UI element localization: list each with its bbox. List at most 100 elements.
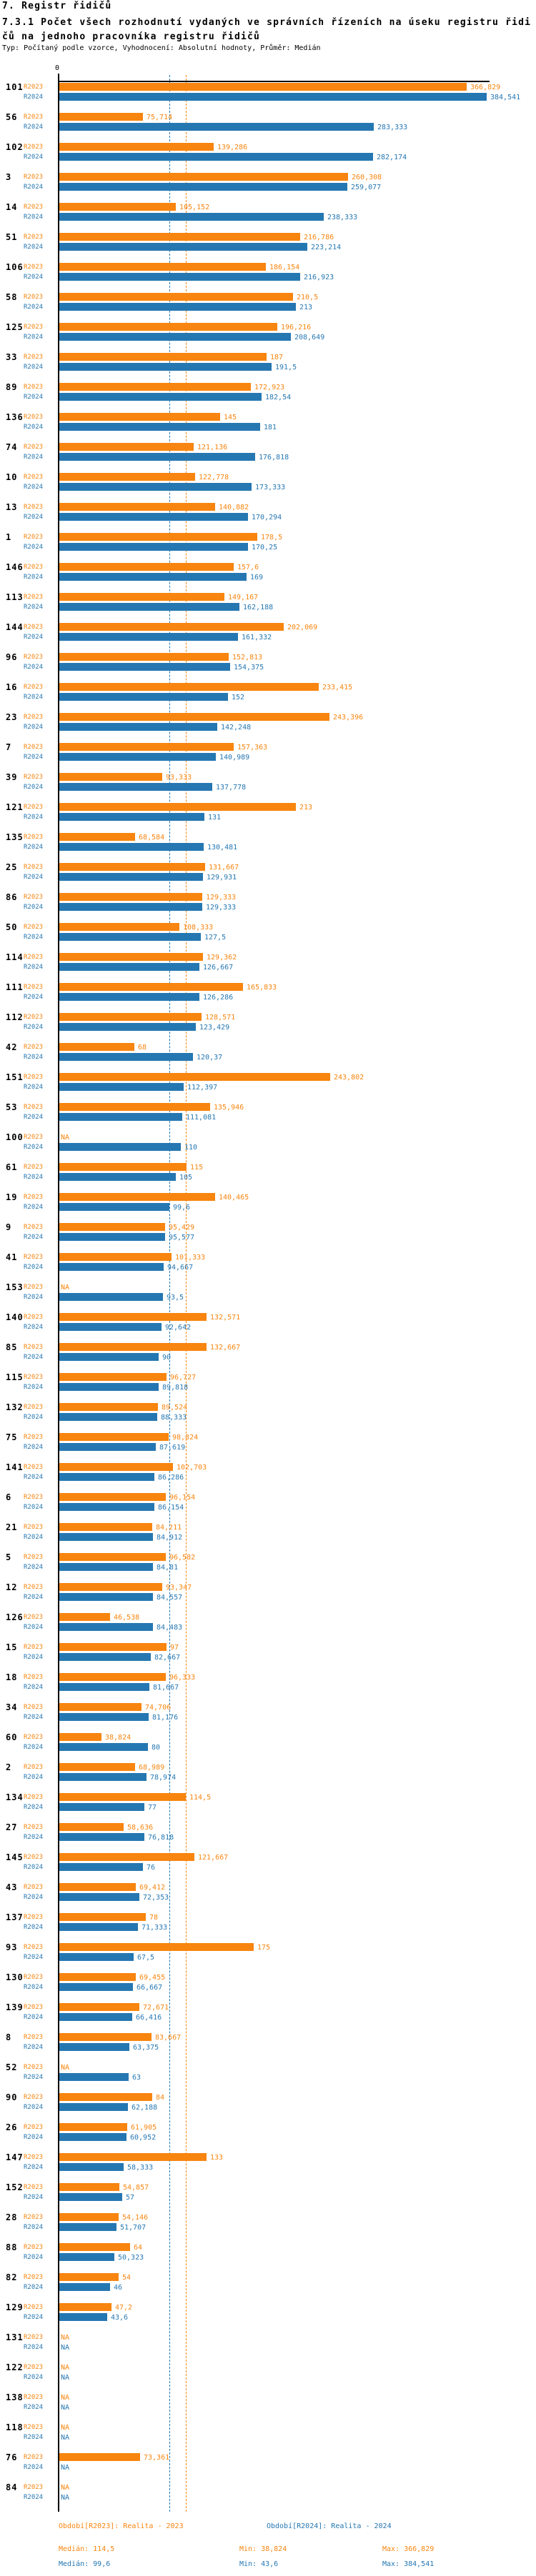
bar-r2024	[59, 1143, 181, 1151]
value-label: 96,727	[170, 1374, 197, 1382]
series-label-r2024: R2024	[24, 1654, 44, 1661]
group-id-label: 135	[6, 832, 24, 842]
bar-r2023	[59, 1613, 110, 1621]
series-label-r2023: R2023	[24, 414, 44, 421]
value-label: 129,362	[207, 954, 237, 962]
bar-row: R2024 87,619	[0, 1442, 536, 1452]
series-label-r2023: R2023	[24, 1554, 44, 1561]
value-label: 161,332	[242, 634, 272, 641]
value-label: 282,174	[377, 154, 407, 161]
series-label-r2024: R2024	[24, 2404, 44, 2411]
series-label-r2023: R2023	[24, 774, 44, 781]
series-label-r2024: R2024	[24, 2314, 44, 2321]
bar-row: R2023 157,363	[0, 742, 536, 752]
series-label-r2024: R2024	[24, 1414, 44, 1421]
series-label-r2023: R2023	[24, 234, 44, 241]
bar-group: 102 R2023 139,286 R2024 282,174	[0, 141, 536, 171]
group-id-label: 86	[6, 892, 18, 902]
bar-r2024	[59, 363, 272, 371]
bar-r2023	[59, 113, 143, 121]
bar-r2023	[59, 233, 300, 241]
bar-row: R2024 154,375	[0, 662, 536, 672]
bar-row: R2023 114,5	[0, 1792, 536, 1802]
bar-row: R2023 84	[0, 2092, 536, 2102]
bar-row: R2024 173,333	[0, 482, 536, 492]
group-id-label: 130	[6, 1972, 24, 1982]
series-label-r2023: R2023	[24, 1374, 44, 1381]
series-label-r2024: R2024	[24, 514, 44, 521]
series-label-r2024: R2024	[24, 1504, 44, 1511]
bar-group: 141 R2023 102,703 R2024 86,286	[0, 1462, 536, 1492]
na-label: NA	[61, 2334, 70, 2342]
bar-r2024	[59, 2103, 128, 2111]
bar-group: 7 R2023 157,363 R2024 140,989	[0, 742, 536, 772]
chart-rows: 101 R2023 366,829 R2024 384,541 56 R2023 75,714…	[0, 81, 536, 2512]
bar-r2024	[59, 753, 216, 761]
series-label-r2024: R2024	[24, 2284, 44, 2291]
series-label-r2024: R2024	[24, 94, 44, 101]
bar-row: R2023 243,396	[0, 712, 536, 722]
series-label-r2023: R2023	[24, 324, 44, 331]
bar-group: 25 R2023 131,667 R2024 129,931	[0, 862, 536, 892]
series-label-r2024: R2024	[24, 1324, 44, 1331]
group-id-label: 106	[6, 262, 24, 272]
value-label: 152,813	[232, 654, 263, 662]
bar-row: R2024 216,923	[0, 272, 536, 282]
bar-group: 135 R2023 68,584 R2024 130,481	[0, 832, 536, 862]
bar-row: R2024 51,707	[0, 2222, 536, 2232]
value-label: 243,802	[334, 1074, 364, 1082]
value-label: 89,524	[162, 1404, 188, 1412]
value-label: 81,176	[152, 1714, 179, 1722]
bar-row: R2023 75,714	[0, 112, 536, 122]
bar-group: 136 R2023 145 R2024 181	[0, 411, 536, 441]
value-label: 77	[148, 1804, 157, 1812]
group-id-label: 146	[6, 562, 24, 572]
bar-group: 74 R2023 121,136 R2024 176,818	[0, 441, 536, 471]
bar-r2024	[59, 213, 324, 221]
series-label-r2024: R2024	[24, 2074, 44, 2081]
value-label: 121,136	[197, 444, 228, 451]
bar-group: 50 R2023 108,333 R2024 127,5	[0, 922, 536, 952]
bar-row: R2023 74,706	[0, 1702, 536, 1712]
group-id-label: 14	[6, 202, 18, 212]
value-label: 140,882	[219, 504, 249, 511]
bar-group: 56 R2023 75,714 R2024 283,333	[0, 111, 536, 141]
bar-r2024	[59, 1473, 154, 1481]
bar-r2024	[59, 2073, 129, 2081]
value-label: 101,333	[175, 1254, 206, 1262]
group-id-label: 33	[6, 352, 18, 362]
bar-row: R2023 68,584	[0, 832, 536, 842]
bar-row: R2023 96,727	[0, 1372, 536, 1382]
bar-row: R2024 93,5	[0, 1292, 536, 1302]
legend-median-2024: Medián: 99,6	[59, 2560, 111, 2568]
bar-row: R2024 105	[0, 1172, 536, 1182]
bar-r2023	[59, 833, 135, 841]
value-label: 84,81	[157, 1564, 179, 1572]
bar-r2023	[59, 1583, 162, 1591]
bar-group: 121 R2023 213 R2024 131	[0, 802, 536, 832]
value-label: 84,483	[157, 1624, 183, 1632]
value-label: 95,429	[169, 1224, 195, 1232]
bar-r2024	[59, 2283, 110, 2291]
bar-group: 15 R2023 97 R2024 82,667	[0, 1642, 536, 1672]
chart-meta-line: Typ: Počítaný podle vzorce, Vyhodnocení:…	[2, 44, 321, 52]
group-id-label: 74	[6, 442, 18, 452]
bar-row: R2024 67,5	[0, 1952, 536, 1962]
bar-group: 14 R2023 105,152 R2024 238,333	[0, 201, 536, 231]
group-id-label: 23	[6, 712, 18, 722]
bar-row: R2024 81,667	[0, 1682, 536, 1692]
group-id-label: 34	[6, 1702, 18, 1712]
bar-r2023	[59, 1823, 124, 1831]
series-label-r2024: R2024	[24, 1204, 44, 1211]
bar-row: R2023 NA	[0, 2422, 536, 2432]
legend-min-2023: Min: 38,824	[239, 2545, 287, 2553]
bar-group: 140 R2023 132,571 R2024 92,642	[0, 1312, 536, 1342]
bar-row: R2023 186,154	[0, 262, 536, 272]
value-label: 71,333	[142, 1924, 168, 1932]
series-label-r2023: R2023	[24, 1464, 44, 1471]
value-label: 108,333	[183, 924, 214, 932]
value-label: 238,333	[327, 214, 358, 221]
bar-row: R2023 93,347	[0, 1582, 536, 1592]
bar-r2024	[59, 1923, 138, 1931]
bar-r2024	[59, 243, 307, 251]
